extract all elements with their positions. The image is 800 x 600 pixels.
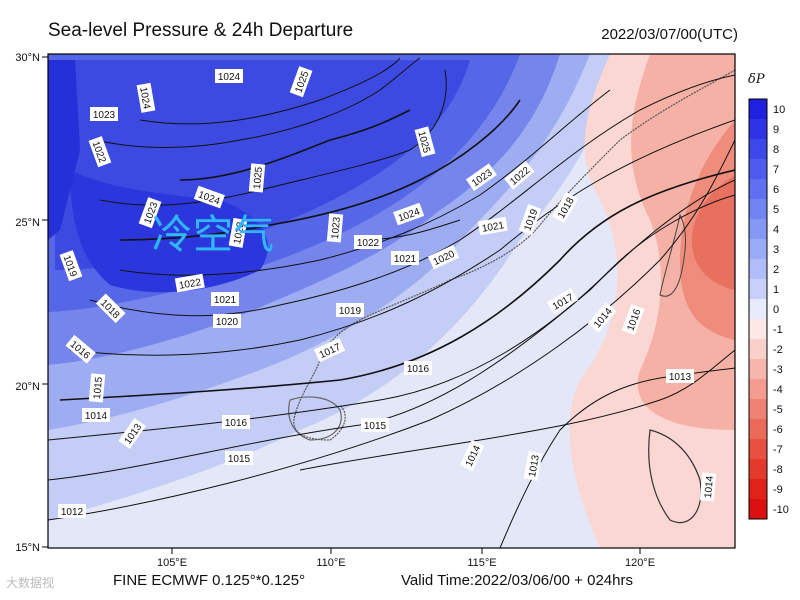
isobar-label: 1022 — [178, 277, 202, 292]
colorbar-tick-label: -2 — [773, 344, 783, 356]
lon-label: 115°E — [467, 557, 496, 569]
colorbar-swatch — [749, 199, 767, 220]
colorbar-swatch — [749, 179, 767, 200]
isobar-label: 1012 — [61, 507, 84, 518]
colorbar-tick-label: 9 — [773, 124, 779, 136]
colorbar-swatch — [749, 279, 767, 300]
cold-air-label: 冷空气 — [152, 213, 275, 257]
colorbar-swatch — [749, 499, 767, 520]
isobar-label: 1023 — [330, 216, 343, 240]
colorbar-swatch — [749, 319, 767, 340]
analysis-datetime: 2022/03/07/00(UTC) — [601, 26, 738, 43]
colorbar-tick-label: 2 — [773, 264, 779, 276]
colorbar-swatch — [749, 399, 767, 420]
isobar-label: 1016 — [225, 418, 248, 429]
isobar-label: 1023 — [232, 221, 247, 245]
colorbar-tick-label: 5 — [773, 204, 779, 216]
taiwan-outline — [659, 213, 686, 297]
isobar-label: 1020 — [216, 317, 239, 328]
colorbar-tick-label: -5 — [773, 404, 783, 416]
colorbar-swatch — [749, 359, 767, 380]
colorbar-tick-label: 0 — [773, 304, 779, 316]
isobar-label: 1015 — [364, 421, 387, 432]
colorbar-swatch — [749, 219, 767, 240]
colorbar-swatch — [749, 339, 767, 360]
lon-label: 110°E — [316, 557, 345, 569]
colorbar-tick-label: 8 — [773, 144, 779, 156]
colorbar-swatch — [749, 459, 767, 480]
model-caption: FINE ECMWF 0.125°*0.125° — [113, 572, 306, 589]
isobar-label: 1021 — [394, 254, 417, 265]
isobar-label: 1021 — [481, 220, 505, 235]
coastline — [293, 69, 735, 441]
isobar-label: 1025 — [252, 166, 265, 190]
lat-label: 20°N — [15, 381, 40, 393]
colorbar-tick-label: 10 — [773, 104, 785, 116]
colorbar-swatch — [749, 99, 767, 120]
colorbar-swatch — [749, 119, 767, 140]
colorbar-tick-label: 1 — [773, 284, 779, 296]
colorbar-tick-label: -9 — [773, 484, 783, 496]
map-frame — [47, 53, 736, 549]
lon-label: 120°E — [625, 557, 655, 569]
lon-label: 105°E — [157, 557, 187, 569]
colorbar-swatch — [749, 259, 767, 280]
page-title: Sea-level Pressure & 24h Departure — [48, 20, 354, 41]
colorbar-tick-label: -4 — [773, 384, 783, 396]
isobar-label: 1024 — [137, 86, 152, 110]
colorbar-tick-label: 3 — [773, 244, 779, 256]
lat-label: 15°N — [15, 542, 40, 554]
isobar-label: 1023 — [93, 110, 116, 121]
isobar-label: 1014 — [85, 411, 108, 422]
valid-time-caption: Valid Time:2022/03/06/00 + 024hrs — [401, 572, 633, 589]
lat-label: 25°N — [15, 217, 40, 229]
lat-label: 30°N — [15, 52, 40, 64]
isobar-label: 1015 — [92, 376, 105, 400]
departure-field-red-4 — [691, 175, 735, 290]
colorbar-tick-label: 7 — [773, 164, 779, 176]
isobar-label: 1014 — [703, 475, 716, 499]
colorbar-frame — [748, 98, 768, 520]
departure-field-blue-7 — [48, 60, 80, 240]
colorbar-swatch — [749, 479, 767, 500]
isobar-label: 1021 — [214, 295, 237, 306]
isobar-label: 1013 — [527, 454, 542, 478]
colorbar-tick-label: -8 — [773, 464, 783, 476]
isobar-label: 1016 — [407, 364, 430, 375]
colorbar-swatch — [749, 439, 767, 460]
hainan-outline — [288, 396, 342, 441]
colorbar-tick-label: 6 — [773, 184, 779, 196]
isobar-label: 1019 — [339, 306, 362, 317]
colorbar-swatch — [749, 379, 767, 400]
luzon-outline — [648, 429, 702, 524]
colorbar-tick-label: -1 — [773, 324, 783, 336]
colorbar-tick-label: -10 — [773, 504, 789, 516]
isobar-label: 1022 — [357, 238, 380, 249]
colorbar-label: δP — [748, 72, 765, 87]
colorbar-swatch — [749, 239, 767, 260]
colorbar-tick-label: -3 — [773, 364, 783, 376]
watermark-logo: 大数据视 — [6, 576, 55, 590]
colorbar-tick-label: 4 — [773, 224, 779, 236]
colorbar-tick-label: -6 — [773, 424, 783, 436]
colorbar-swatch — [749, 419, 767, 440]
colorbar-swatch — [749, 139, 767, 160]
colorbar-swatch — [749, 299, 767, 320]
isobar-label: 1015 — [228, 454, 251, 465]
colorbar-swatch — [749, 159, 767, 180]
colorbar-tick-label: -7 — [773, 444, 783, 456]
isobar-label: 1024 — [218, 72, 241, 83]
isobar-label: 1013 — [669, 372, 692, 383]
